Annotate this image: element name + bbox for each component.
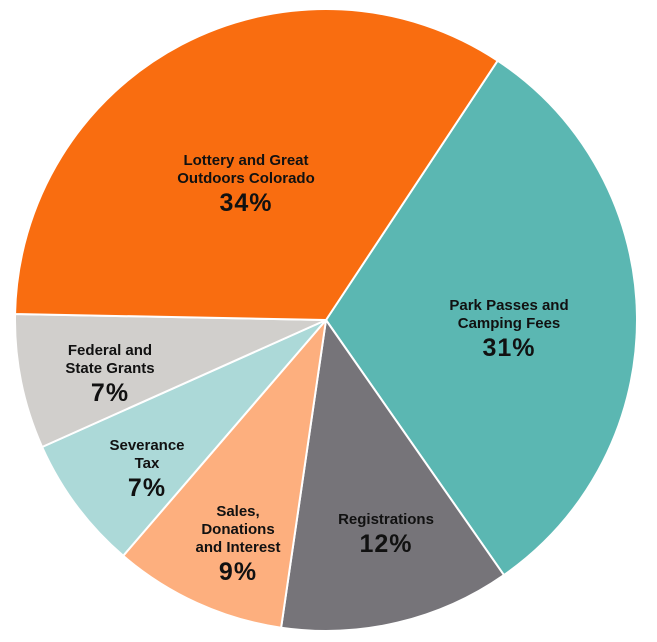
- value-label: 9%: [218, 558, 258, 586]
- category-label: Sales, Donations and Interest: [195, 503, 281, 556]
- slice-label: Severance Tax 7%: [109, 437, 184, 503]
- category-label: Severance Tax: [109, 437, 185, 472]
- slice-label: Lottery and Great Outdoors Colorado 34%: [177, 152, 315, 218]
- slice-label: Federal and State Grants 7%: [65, 342, 154, 408]
- category-label: Park Passes and Camping Fees: [449, 297, 569, 332]
- value-label: 7%: [90, 379, 130, 407]
- slice-label: Sales, Donations and Interest 9%: [195, 503, 280, 587]
- pie-slice: [40, 319, 327, 558]
- slice-label: Park Passes and Camping Fees 31%: [449, 297, 568, 363]
- value-label: 34%: [219, 189, 273, 217]
- pie-slice: [324, 59, 638, 577]
- slice-label: Registrations 12%: [338, 511, 434, 559]
- value-label: 7%: [127, 474, 167, 502]
- pie-slice: [14, 313, 327, 449]
- pie-slice: [279, 317, 506, 632]
- category-label: Lottery and Great Outdoors Colorado: [177, 152, 315, 187]
- pie-slice: [121, 316, 328, 629]
- pie-slice: [14, 8, 500, 322]
- value-label: 12%: [359, 530, 413, 558]
- category-label: Federal and State Grants: [65, 342, 155, 377]
- category-label: Registrations: [338, 511, 434, 528]
- value-label: 31%: [482, 334, 536, 362]
